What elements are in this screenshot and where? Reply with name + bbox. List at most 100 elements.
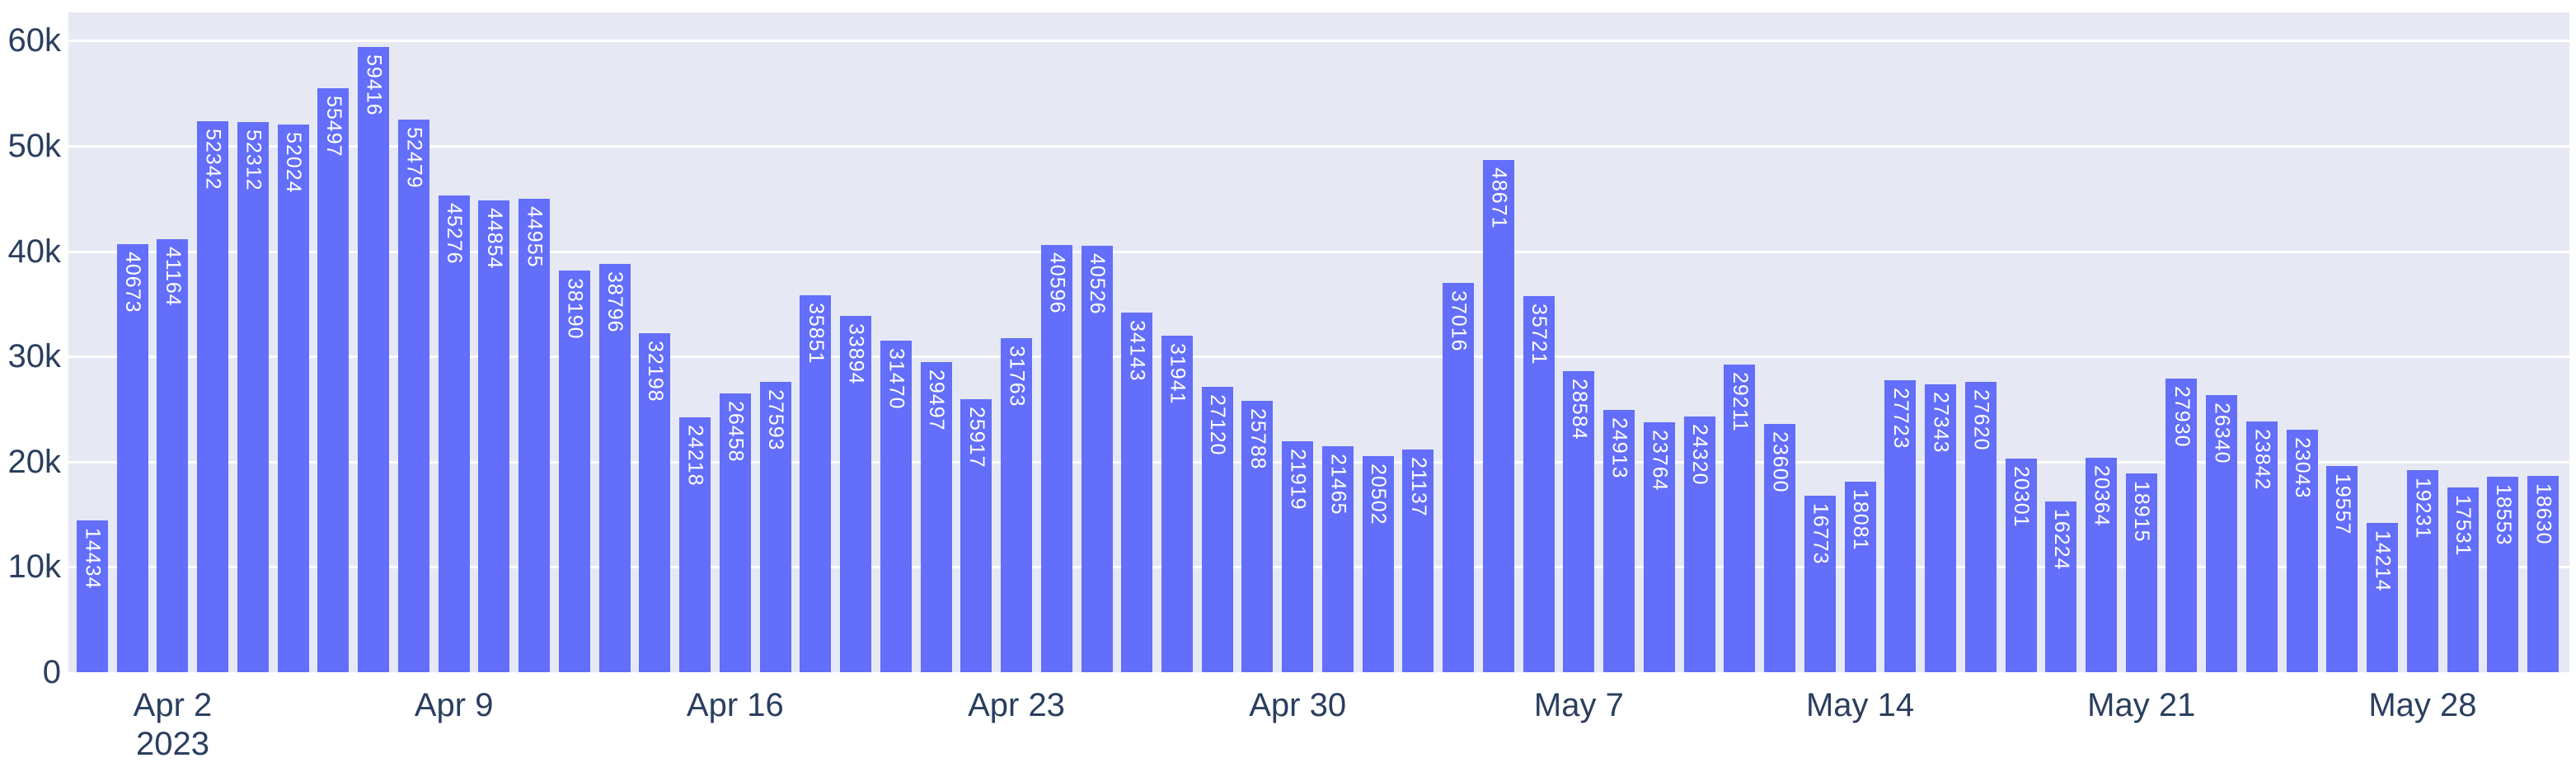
bar-value-label: 37016 — [1447, 290, 1471, 352]
bar[interactable]: 41164 — [157, 239, 189, 672]
bar-value-label: 44955 — [523, 206, 547, 268]
bar-value-label: 26340 — [2210, 402, 2234, 464]
bar[interactable]: 52479 — [397, 120, 429, 672]
bar[interactable]: 14434 — [77, 520, 108, 672]
bar-value-label: 18553 — [2491, 484, 2515, 546]
bar[interactable]: 40596 — [1040, 245, 1072, 672]
bar[interactable]: 25917 — [960, 399, 992, 672]
bar-value-label: 25788 — [1246, 408, 1269, 470]
bar[interactable]: 20364 — [2086, 458, 2117, 672]
bar[interactable]: 31470 — [880, 341, 912, 672]
bar[interactable]: 14214 — [2367, 523, 2399, 672]
bar-value-label: 40673 — [121, 252, 145, 313]
bar[interactable]: 23764 — [1643, 422, 1675, 672]
bar[interactable]: 32198 — [639, 333, 671, 672]
bar-value-label: 44854 — [482, 208, 506, 270]
x-tick-label: May 7 — [1533, 687, 1624, 723]
bar[interactable]: 27723 — [1884, 380, 1917, 672]
gridline — [68, 145, 2569, 148]
bar[interactable]: 44854 — [478, 200, 510, 672]
bar[interactable]: 29211 — [1724, 365, 1756, 672]
bar[interactable]: 59416 — [358, 47, 390, 672]
bar-value-label: 34143 — [1125, 320, 1149, 382]
x-tick-label: Apr 30 — [1249, 687, 1347, 723]
bar[interactable]: 18915 — [2125, 473, 2157, 672]
bar[interactable]: 21137 — [1402, 450, 1434, 672]
bar[interactable]: 24218 — [679, 417, 711, 672]
bar[interactable]: 27120 — [1201, 387, 1233, 672]
bar[interactable]: 23043 — [2286, 430, 2318, 672]
bar[interactable]: 18553 — [2487, 477, 2519, 672]
bar[interactable]: 31941 — [1161, 336, 1193, 672]
bar-value-label: 19231 — [2411, 478, 2435, 539]
bar[interactable]: 27593 — [759, 382, 791, 672]
y-tick-label: 0 — [42, 654, 61, 690]
bar[interactable]: 28584 — [1563, 371, 1595, 672]
bar-value-label: 55497 — [321, 96, 345, 158]
bar[interactable]: 16773 — [1804, 496, 1836, 672]
gridline — [68, 250, 2569, 253]
bar[interactable]: 35721 — [1523, 296, 1555, 672]
bar[interactable]: 31763 — [1001, 338, 1033, 672]
bar[interactable]: 17531 — [2447, 487, 2479, 672]
bar-value-label: 40526 — [1086, 253, 1109, 315]
bar[interactable]: 19557 — [2326, 466, 2358, 672]
bar[interactable]: 33894 — [840, 316, 872, 672]
bar[interactable]: 48671 — [1482, 160, 1514, 672]
bar[interactable]: 21919 — [1282, 441, 1314, 672]
bar[interactable]: 52342 — [197, 121, 229, 672]
bar[interactable]: 38190 — [558, 271, 590, 672]
gridline — [68, 40, 2569, 43]
bar[interactable]: 23842 — [2245, 421, 2278, 672]
bar[interactable]: 38796 — [598, 264, 631, 672]
bar[interactable]: 26340 — [2206, 395, 2238, 672]
bar[interactable]: 40526 — [1081, 246, 1113, 672]
bar-value-label: 19557 — [2330, 473, 2354, 535]
bar[interactable]: 27930 — [2165, 379, 2198, 672]
bar-value-label: 18081 — [1849, 489, 1873, 551]
bar[interactable]: 24320 — [1683, 417, 1715, 672]
bar-value-label: 35721 — [1527, 304, 1551, 365]
bar[interactable]: 16224 — [2045, 501, 2077, 672]
bar[interactable]: 29497 — [920, 362, 952, 672]
bar-value-label: 27723 — [1889, 388, 1912, 450]
bar[interactable]: 20301 — [2005, 459, 2037, 672]
bar[interactable]: 18630 — [2527, 476, 2560, 672]
bar-value-label: 23043 — [2291, 437, 2315, 499]
bar[interactable]: 52312 — [237, 122, 269, 672]
bar[interactable]: 52024 — [277, 125, 309, 672]
x-tick-label: May 21 — [2087, 687, 2196, 723]
bar[interactable]: 55497 — [317, 88, 350, 672]
bar[interactable]: 19231 — [2406, 470, 2438, 672]
bar[interactable]: 23600 — [1764, 424, 1796, 672]
bar-value-label: 20364 — [2090, 465, 2114, 527]
bar[interactable]: 20502 — [1362, 456, 1394, 672]
y-tick-label: 10k — [7, 548, 62, 586]
bar-value-label: 14214 — [2371, 530, 2395, 592]
bar-value-label: 27343 — [1929, 392, 1953, 454]
bar[interactable]: 44955 — [518, 199, 551, 672]
bar[interactable]: 18081 — [1844, 482, 1876, 672]
bar[interactable]: 40673 — [116, 244, 148, 672]
bar[interactable]: 26458 — [719, 393, 751, 672]
x-tick-label: Apr 23 — [968, 687, 1065, 723]
bar-value-label: 25917 — [964, 407, 988, 468]
bar[interactable]: 45276 — [438, 195, 470, 672]
bar[interactable]: 25788 — [1241, 401, 1274, 672]
x-tick-label: May 14 — [1805, 687, 1915, 723]
bar[interactable]: 34143 — [1121, 313, 1153, 672]
bar[interactable]: 27620 — [1964, 382, 1997, 672]
bar[interactable]: 35851 — [800, 295, 832, 672]
bar[interactable]: 27343 — [1925, 384, 1957, 672]
bar[interactable]: 21465 — [1321, 446, 1354, 672]
bar-value-label: 27930 — [2170, 386, 2194, 448]
bar-value-label: 40596 — [1045, 252, 1069, 314]
bar-value-label: 27593 — [764, 389, 788, 451]
bar-value-label: 48671 — [1487, 167, 1511, 229]
bar[interactable]: 37016 — [1443, 283, 1475, 672]
bar-value-label: 18630 — [2531, 483, 2555, 545]
bar-value-label: 20502 — [1367, 464, 1391, 525]
y-tick-label: 60k — [7, 22, 62, 59]
bar-value-label: 35851 — [804, 303, 828, 365]
bar[interactable]: 24913 — [1603, 410, 1635, 672]
